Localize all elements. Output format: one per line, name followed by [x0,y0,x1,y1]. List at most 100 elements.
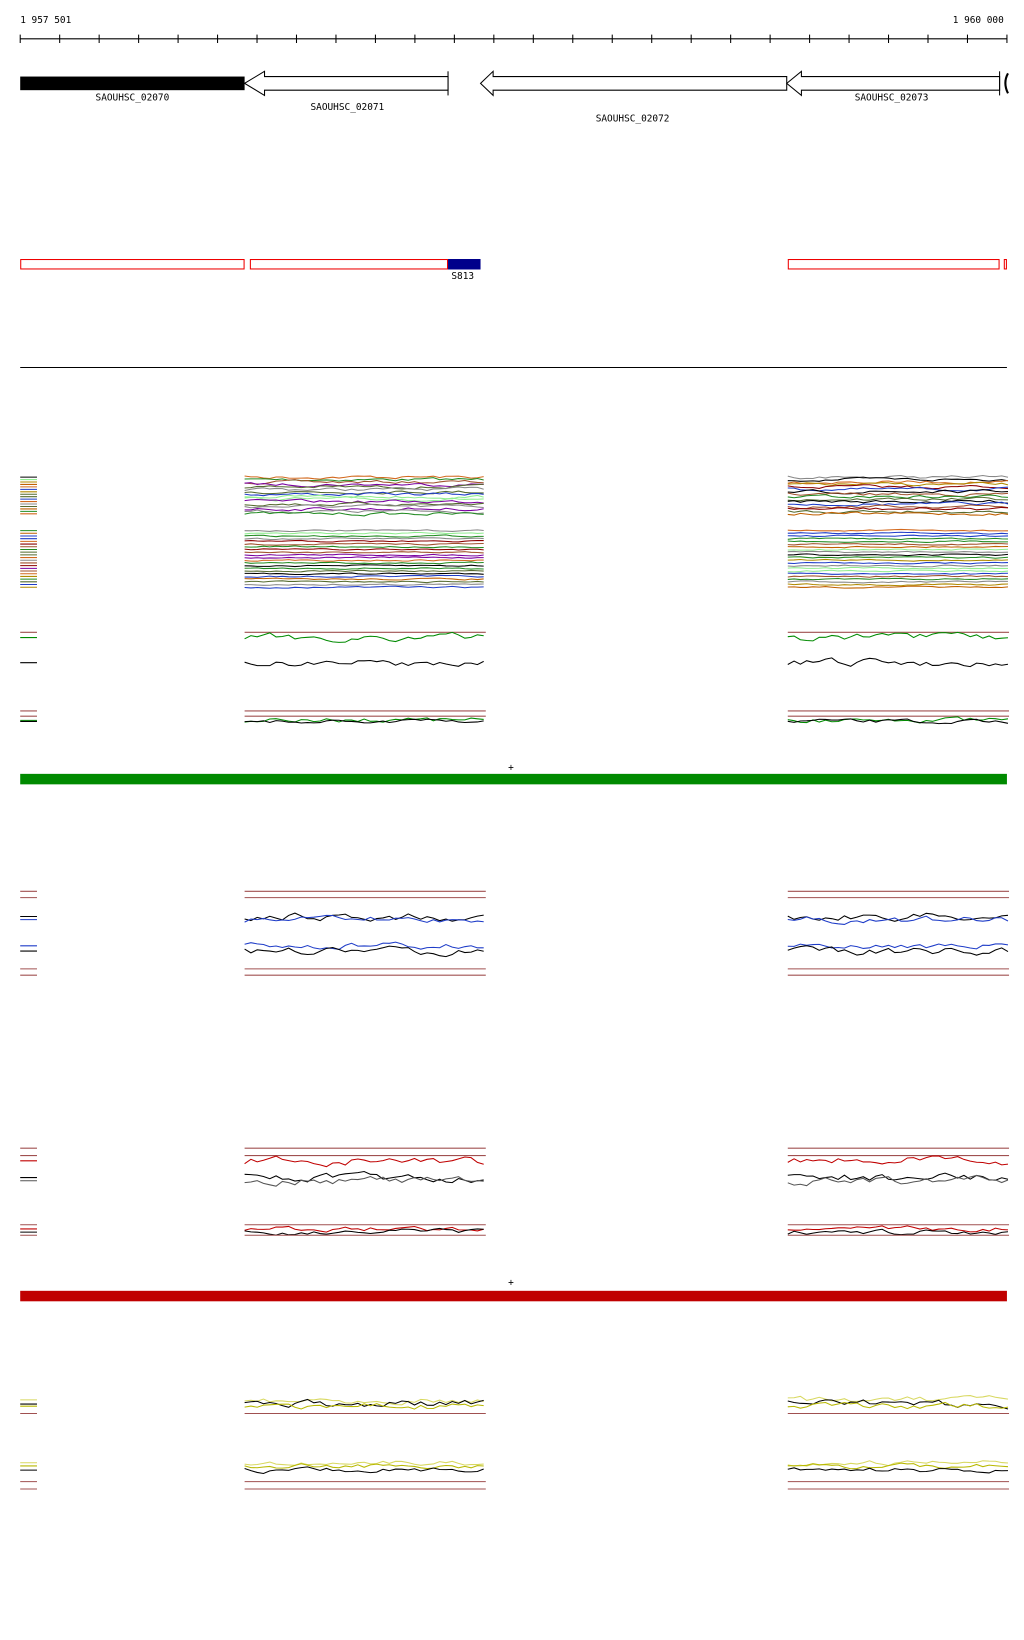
ruler-ticks [19,34,1008,43]
gene-arrow [243,70,449,97]
profile-line [787,542,1009,546]
profile-line [244,559,484,562]
profile-line [244,580,484,584]
profile-line [244,1398,484,1406]
profile-line [787,1228,1009,1236]
profile-line [787,561,1009,565]
gene-label: SAOUHSC_02071 [310,102,384,113]
profile-line [787,912,1009,922]
profile-line [787,537,1008,541]
profile-line [244,551,484,554]
gene-stub [1004,72,1009,94]
ruler-end: 1 960 000 [953,15,1004,26]
profile-line [787,1401,1009,1410]
profile-line [244,945,484,958]
feature-box [20,259,245,270]
profile-line [244,475,484,480]
profile-line [244,569,484,573]
profile-line [244,574,484,578]
profile-line [244,1463,484,1470]
gene-label: SAOUHSC_02073 [855,93,929,104]
profile-line [787,531,1009,535]
feature-box [787,259,1000,270]
profile-line [244,503,484,509]
profile-line [787,534,1009,538]
profile-line [244,1155,484,1168]
profile-line [244,914,484,923]
profile-line [244,577,484,581]
profile-line [244,537,484,541]
profile-line [787,583,1009,587]
gene-box [20,76,245,91]
profile-line [244,564,484,568]
profile-line [244,501,484,507]
profile-line [244,567,484,570]
profile-line [244,494,484,500]
profile-line [787,548,1009,551]
feature-highlight [448,259,481,270]
profile-line [787,1395,1009,1402]
feature-label: S813 [451,271,474,282]
profile-line [244,1403,484,1410]
profile-line [244,585,484,589]
profile-line [787,553,1009,557]
ruler-start: 1 957 501 [20,15,71,26]
profile-line [787,506,1009,511]
strand-label: + [508,763,514,774]
profile-line [787,545,1008,549]
profile-line [244,1175,484,1187]
profile-line [787,915,1009,925]
profile-line [244,553,484,557]
profile-line [244,542,484,546]
profile-line [787,575,1009,578]
profile-line [244,556,484,559]
strand-bar [20,1290,1007,1302]
profile-line [244,631,484,643]
profile-line [244,491,484,497]
profile-line [787,657,1009,668]
profile-line [244,539,484,543]
feature-box [249,259,449,270]
profile-line [787,943,1009,950]
profile-line [244,548,484,551]
gene-arrow [479,70,788,97]
profile-line [244,545,484,549]
profile-line [787,556,1009,559]
profile-line [244,583,484,586]
profile-line [787,475,1009,480]
profile-line [787,718,1009,725]
profile-line [244,1466,484,1475]
profile-line [787,1225,1009,1233]
profile-line [787,585,1009,589]
profile-line [787,1467,1008,1474]
profile-line [787,564,1009,568]
profile-line [787,494,1009,499]
profile-line [244,1398,484,1408]
profile-line [244,479,484,485]
profile-line [244,1170,484,1184]
profile-line [787,945,1009,956]
profile-line [787,481,1009,487]
profile-line [787,569,1009,573]
profile-line [244,496,484,502]
profile-line [787,1462,1009,1470]
profile-line [787,511,1009,516]
profile-line [244,561,484,565]
profile-line [787,716,1009,724]
profile-line [787,572,1008,575]
profile-line [787,499,1009,504]
profile-line [787,479,1009,485]
profile-line [244,486,484,492]
feature-box [1003,259,1007,270]
profile-line [787,528,1008,532]
profile-line [244,572,484,576]
strand-label: + [508,1278,514,1289]
profile-line [787,504,1009,510]
profile-line [244,1227,484,1236]
profile-line [787,550,1009,554]
profile-line [244,659,484,667]
profile-line [787,577,1009,581]
profile-line [787,484,1009,490]
profile-line [244,509,484,515]
